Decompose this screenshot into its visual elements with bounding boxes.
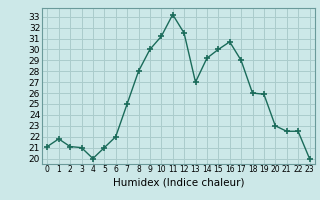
X-axis label: Humidex (Indice chaleur): Humidex (Indice chaleur) bbox=[113, 177, 244, 187]
